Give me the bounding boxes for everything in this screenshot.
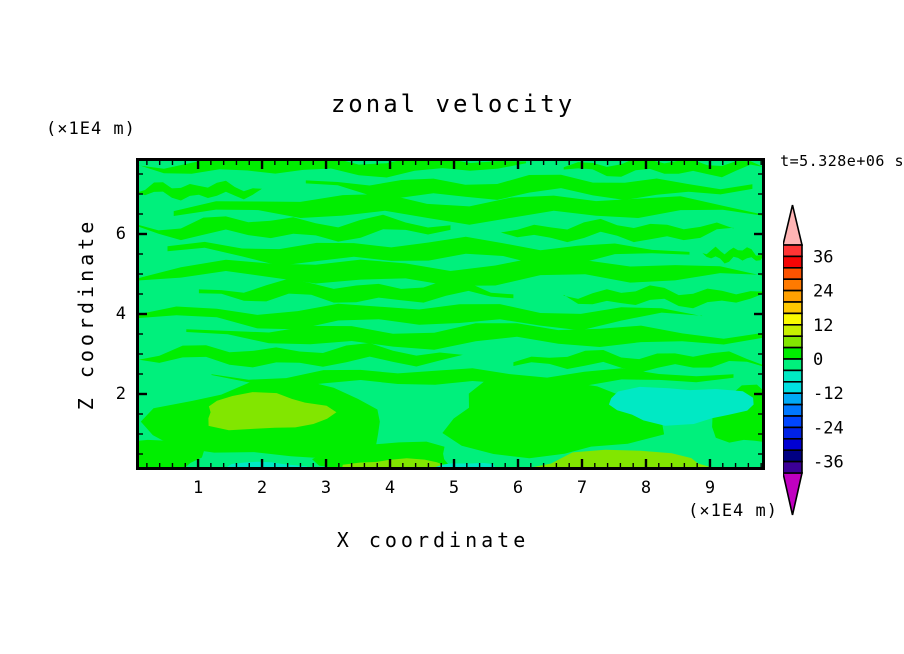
colorbar-segment [783,358,803,372]
y-tick-label: 2 [115,384,126,404]
field-layers [136,158,765,470]
x-tick-label: 3 [320,478,332,498]
colorbar-segment [783,255,803,269]
contour-stripe [173,193,765,225]
x-tick-label: 2 [256,478,268,498]
contour-stripe [136,343,464,368]
colorbar-segment [783,324,803,338]
contour-stripe [211,368,734,390]
colorbar-segment [783,426,803,440]
y-tick-label: 4 [115,304,126,324]
time-annotation: t=5.328e+06 s [780,152,904,170]
colorbar-segment [783,335,803,349]
contour-blob [136,439,205,470]
colorbar-segment [783,415,803,429]
x-tick-label: 4 [384,478,396,498]
plot-frame [136,158,765,470]
colorbar-over-arrow [783,204,804,246]
colorbar-label: -24 [813,418,844,438]
colorbar-segment [783,369,803,383]
colorbar-segment [783,312,803,326]
plot-title: zonal velocity [330,90,576,118]
colorbar-segment [783,381,803,395]
x-tick-label: 9 [704,478,716,498]
y-tick-label: 6 [115,224,126,244]
x-tick-label: 1 [192,478,204,498]
contour-stripe [136,303,703,331]
contour-stripe [563,158,765,178]
contour-patch [608,386,754,426]
contour-patch [524,449,719,470]
contour-stripe [198,278,514,303]
colorbar-under-arrow [783,472,804,516]
contour-field [136,158,765,470]
contour-stripe [563,285,765,309]
contour-stripe [500,218,734,243]
colorbar-segment [783,403,803,417]
colorbar: 36 24 12 0 -12 -24 -36 [783,204,844,516]
x-tick-label: 7 [576,478,588,498]
colorbar-segment [783,392,803,406]
contour-stripe [702,246,765,264]
x-axis-title: X coordinate [336,528,530,552]
x-tick-label: 5 [448,478,460,498]
x-tick-label: 6 [512,478,524,498]
colorbar-segment [783,244,803,258]
colorbar-segment [783,438,803,452]
contour-blob [442,376,665,459]
colorbar-label: -36 [813,453,844,473]
colorbar-segment [783,267,803,281]
y-axis-unit-label: (×1E4 m) [46,119,136,139]
colorbar-label: -12 [813,384,844,404]
colorbar-segment [783,289,803,303]
contour-stripe [186,323,765,350]
contour-patch [208,392,337,431]
x-axis-unit-label: (×1E4 m) [688,501,778,521]
colorbar-label: 12 [813,316,833,336]
contour-stripe [136,180,262,201]
colorbar-segment [783,346,803,360]
contour-stripe [305,174,753,200]
contour-stripe [136,214,451,242]
colorbar-label: 36 [813,247,833,267]
colorbar-segment [783,449,803,463]
x-tick-label: 8 [640,478,652,498]
colorbar-label: 24 [813,282,833,302]
contour-stripe [136,256,765,286]
colorbar-segment [783,301,803,315]
colorbar-segment [783,278,803,292]
colorbar-label: 0 [813,350,823,370]
colorbar-segment [783,460,803,474]
contour-stripe [513,350,765,373]
